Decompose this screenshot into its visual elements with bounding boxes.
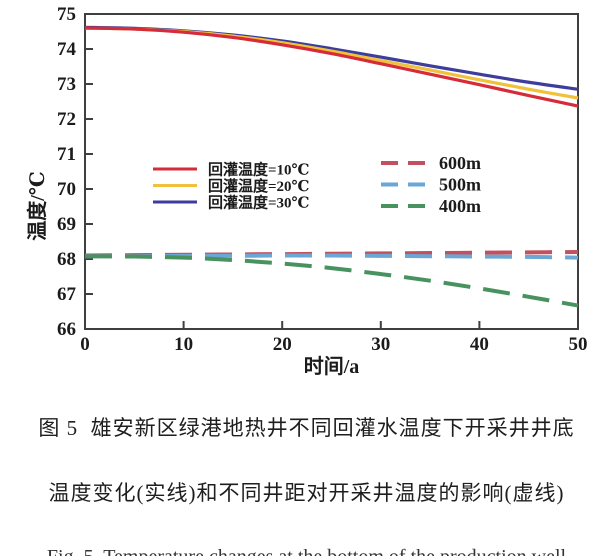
y-axis-tick-label: 75 xyxy=(57,4,76,25)
legend-label-backfill-30c: 回灌温度=30℃ xyxy=(208,194,310,212)
legend-label-spacing-400m: 400m xyxy=(439,196,481,216)
y-axis-tick-label: 73 xyxy=(57,74,76,95)
legend-label-backfill-10c: 回灌温度=10℃ xyxy=(208,161,310,179)
x-axis-tick-label: 0 xyxy=(80,334,90,355)
caption-zh-line1: 图 5 雄安新区绿港地热井不同回灌水温度下开采井井底 xyxy=(38,416,575,440)
legend-label-spacing-600m: 600m xyxy=(439,153,481,173)
y-axis-title: 温度/℃ xyxy=(25,171,49,241)
y-axis-tick-label: 72 xyxy=(57,109,76,130)
legend-label-backfill-20c: 回灌温度=20℃ xyxy=(208,177,310,195)
legend-label-spacing-500m: 500m xyxy=(439,175,481,195)
series-line-spacing-400m xyxy=(84,254,579,308)
x-axis-tick-label: 50 xyxy=(569,334,588,355)
series-line-backfill-10c xyxy=(84,26,579,108)
x-axis-tick-label: 40 xyxy=(470,334,489,355)
x-axis-tick-label: 20 xyxy=(273,334,292,355)
y-axis-tick-label: 66 xyxy=(57,319,76,340)
caption-zh-line2: 温度变化(实线)和不同井距对开采井温度的影响(虚线) xyxy=(48,481,565,505)
y-axis-tick-label: 67 xyxy=(57,284,77,305)
series-line-backfill-30c xyxy=(84,25,579,91)
x-axis-tick-label: 10 xyxy=(174,334,193,355)
series-line-spacing-500m xyxy=(84,253,579,260)
y-axis-tick-label: 69 xyxy=(57,214,76,235)
y-axis-tick-label: 74 xyxy=(57,39,77,60)
y-axis-tick-label: 71 xyxy=(57,144,76,165)
y-axis-tick-label: 70 xyxy=(57,179,76,200)
x-axis-tick-label: 30 xyxy=(371,334,390,355)
y-axis-tick-label: 68 xyxy=(57,249,76,270)
plot-frame xyxy=(84,13,579,330)
figure-caption: 图 5 雄安新区绿港地热井不同回灌水温度下开采井井底 温度变化(实线)和不同井距… xyxy=(0,378,613,556)
caption-en-line1: Fig. 5 Temperature changes at the bottom… xyxy=(0,544,613,556)
x-axis-title: 时间/a xyxy=(304,355,360,378)
series-line-backfill-20c xyxy=(84,26,579,100)
temperature-chart: 66 67 68 69 70 71 72 73 74 75 0 10 20 30 40 50 时间/a 温度/℃ 回… xyxy=(25,4,588,378)
